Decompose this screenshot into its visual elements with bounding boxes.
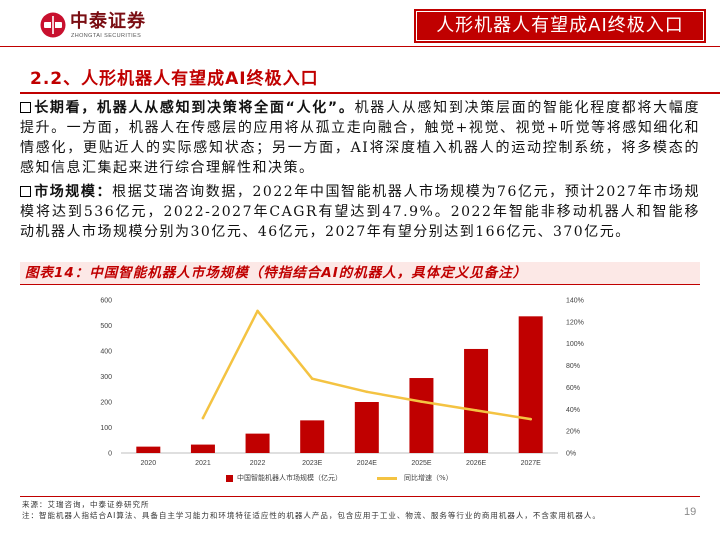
y-left-tick-label: 100 xyxy=(100,425,112,432)
growth-point-2025E xyxy=(420,400,423,403)
growth-point-2023E xyxy=(310,377,314,380)
body-text: 长期看，机器人从感知到决策将全面“人化”。机器人从感知到决策层面的智能化程度都将… xyxy=(20,98,700,246)
header-banner-text: 人形机器人有望成AI终极入口 xyxy=(416,11,704,41)
bar-2021 xyxy=(190,444,215,453)
growth-point-2026E xyxy=(474,409,478,412)
y-left-tick-label: 0 xyxy=(108,451,112,458)
y-right-tick-label: 60% xyxy=(566,385,580,392)
logo-text: 中泰证券 xyxy=(70,11,146,32)
legend-bar-label: 中国智能机器人市场规模（亿元） xyxy=(237,474,342,482)
footer-source: 来源：艾瑞咨询，中泰证券研究所 xyxy=(22,500,150,509)
header-banner: 人形机器人有望成AI终极入口 xyxy=(414,9,706,43)
x-tick-label-2025E: 2025E xyxy=(411,460,432,467)
section-divider xyxy=(20,92,720,94)
y-right-tick-label: 100% xyxy=(566,341,584,348)
page-number: 19 xyxy=(684,506,697,518)
y-left-tick-label: 600 xyxy=(100,298,112,305)
x-tick-label-2026E: 2026E xyxy=(466,460,487,467)
square-bullet-icon xyxy=(20,186,31,197)
x-tick-label-2020: 2020 xyxy=(141,460,157,467)
x-tick-label-2024E: 2024E xyxy=(357,460,378,467)
y-right-tick-label: 80% xyxy=(566,363,580,370)
footer-divider xyxy=(20,496,700,497)
bar-2022 xyxy=(245,433,270,453)
bar-2027E xyxy=(518,316,543,453)
figure-title: 图表14：中国智能机器人市场规模（特指结合AI的机器人，具体定义见备注） xyxy=(25,265,528,281)
growth-point-2024E xyxy=(365,390,369,394)
bar-2024E xyxy=(354,402,379,453)
growth-point-2022 xyxy=(256,309,259,313)
bar-2023E xyxy=(300,420,325,453)
y-right-tick-label: 0% xyxy=(566,451,576,458)
y-left-tick-label: 400 xyxy=(100,349,112,356)
bar-2025E xyxy=(409,378,434,453)
y-right-tick-label: 120% xyxy=(566,319,584,326)
bar-2026E xyxy=(464,348,489,453)
section-title: 2.2、人形机器人有望成AI终极入口 xyxy=(30,69,319,89)
header-divider xyxy=(0,46,720,47)
market-size-chart: 0 100 200 300 400 500 600 0% 20% 40% 60% 80% 100% 120… xyxy=(100,298,584,468)
paragraph-body: 机器人从感知到决策层面的智能化程度都将大幅度提升。一方面，机器人在传感层的应用将… xyxy=(20,100,701,176)
legend-line-label: 同比增速（%） xyxy=(404,474,453,482)
legend-bar-swatch xyxy=(226,475,233,482)
y-left-tick-label: 500 xyxy=(100,323,112,330)
y-left-tick-label: 300 xyxy=(100,374,112,381)
y-right-tick-label: 40% xyxy=(566,407,580,414)
paragraph-lead: 市场规模： xyxy=(34,184,113,200)
x-tick-label-2021: 2021 xyxy=(195,460,211,467)
logo-subtitle: ZHONGTAI SECURITIES xyxy=(71,33,142,39)
x-tick-label-2023E: 2023E xyxy=(302,460,323,467)
legend-line-swatch xyxy=(377,477,397,480)
x-tick-label-2027E: 2027E xyxy=(521,460,542,467)
paragraph-long-term: 长期看，机器人从感知到决策将全面“人化”。机器人从感知到决策层面的智能化程度都将… xyxy=(20,98,700,178)
paragraph-lead: 长期看，机器人从感知到决策将全面“人化”。 xyxy=(34,100,355,116)
y-right-tick-label: 20% xyxy=(566,429,580,436)
y-left-tick-label: 200 xyxy=(100,400,112,407)
growth-point-2021 xyxy=(201,416,205,420)
square-bullet-icon xyxy=(20,102,31,113)
paragraph-market-size: 市场规模：根据艾瑞咨询数据，2022年中国智能机器人市场规模为76亿元，预计20… xyxy=(20,182,700,242)
growth-point-2027E xyxy=(529,417,532,421)
y-right-tick-label: 140% xyxy=(566,298,584,305)
footer-note: 注：智能机器人指结合AI算法、具备自主学习能力和环境特征适应性的机器人产品，包含… xyxy=(22,511,601,520)
paragraph-body: 根据艾瑞咨询数据，2022年中国智能机器人市场规模为76亿元，预计2027年市场… xyxy=(20,184,700,240)
x-tick-label-2022: 2022 xyxy=(250,460,266,467)
zhongtai-emblem-icon xyxy=(40,12,66,38)
figure-title-band: 图表14：中国智能机器人市场规模（特指结合AI的机器人，具体定义见备注） xyxy=(20,262,700,285)
bar-2020 xyxy=(136,446,161,453)
